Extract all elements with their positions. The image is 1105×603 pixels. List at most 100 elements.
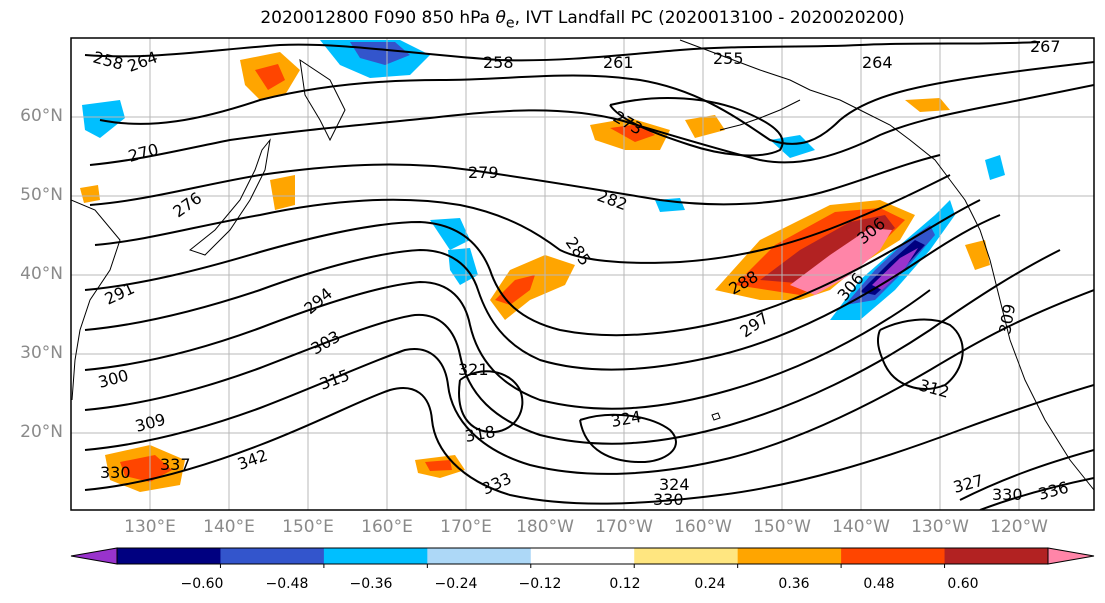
contour-line xyxy=(84,280,931,410)
title-symbol: θ xyxy=(495,8,506,28)
contour-line xyxy=(959,449,1094,501)
lat-label-40n: 40°N xyxy=(20,264,63,284)
colorbar-tick-label: 0.12 xyxy=(609,576,641,592)
negative-anomaly-region xyxy=(872,248,918,290)
contour-label: 255 xyxy=(713,49,744,68)
contour-label: 330 xyxy=(100,463,131,482)
colorbar-tick-label: −0.60 xyxy=(180,576,224,592)
asia-coastline xyxy=(71,199,121,401)
contour-line xyxy=(84,289,1094,475)
contour-label: 264 xyxy=(862,53,893,72)
positive-anomaly-region xyxy=(80,185,100,203)
shading-layer xyxy=(80,40,1005,492)
positive-anomaly-region xyxy=(425,460,452,471)
contour-label: 267 xyxy=(1030,37,1061,56)
lat-label-30n: 30°N xyxy=(20,343,63,363)
colorbar-cell xyxy=(737,548,842,564)
contour-line xyxy=(458,370,524,434)
positive-anomaly-region xyxy=(965,240,990,270)
colorbar-cells xyxy=(117,548,1049,564)
lon-label: 130°W xyxy=(911,517,969,537)
contour-line xyxy=(579,413,677,464)
lon-label: 160°W xyxy=(674,517,732,537)
lon-label: 180°W xyxy=(516,517,574,537)
lon-label: 170°W xyxy=(595,517,653,537)
colorbar-tick-label: −0.36 xyxy=(349,576,393,592)
colorbar-tick-label: −0.24 xyxy=(434,576,478,592)
colorbar-tick-label: 0.48 xyxy=(863,576,895,592)
contour-label: 279 xyxy=(468,163,499,182)
contour-label: 258 xyxy=(483,53,514,72)
lat-label-50n: 50°N xyxy=(20,185,63,205)
colorbar-cell xyxy=(117,548,221,564)
lat-label-60n: 60°N xyxy=(20,106,63,126)
contour-line xyxy=(89,154,941,206)
colorbar-tick-label: 0.24 xyxy=(694,576,726,592)
colorbar-cell xyxy=(530,548,635,564)
colorbar-tick-label: 0.36 xyxy=(778,576,810,592)
positive-anomaly-region xyxy=(270,175,295,210)
map-area xyxy=(71,38,1094,510)
colorbar-cell xyxy=(427,548,532,564)
lon-label: 140°W xyxy=(832,517,890,537)
contour-line xyxy=(84,199,981,337)
theta-e-contours xyxy=(84,41,1094,510)
contour-line xyxy=(94,174,951,264)
kamchatka-coastline xyxy=(299,58,346,142)
positive-anomaly-region xyxy=(120,455,172,482)
lon-label: 150°E xyxy=(282,517,334,537)
lon-label: 140°E xyxy=(203,517,255,537)
colorbar xyxy=(70,547,1095,568)
plot-title: 2020012800 F090 850 hPa θe, IVT Landfall… xyxy=(0,8,1105,31)
hawaii-outline xyxy=(711,412,721,421)
alaska-coastline xyxy=(679,39,951,181)
coastlines xyxy=(71,39,1094,491)
contour-line xyxy=(84,214,1001,371)
contour-line xyxy=(84,384,1094,505)
negative-anomaly-region xyxy=(82,100,125,138)
colorbar-cell xyxy=(220,548,325,564)
contour-line xyxy=(609,97,784,157)
positive-anomaly-region xyxy=(685,115,725,138)
colorbar-cell xyxy=(944,548,1049,564)
colorbar-extend-high xyxy=(1047,547,1095,565)
contour-label: 324 xyxy=(659,475,690,494)
contour-label: 261 xyxy=(603,53,634,72)
positive-anomaly-region xyxy=(790,228,892,295)
colorbar-tick-label: −0.48 xyxy=(265,576,309,592)
lon-label: 120°W xyxy=(990,517,1048,537)
lon-label: 130°E xyxy=(124,517,176,537)
japan-coastline xyxy=(188,138,271,256)
contour-line xyxy=(84,249,1061,445)
negative-anomaly-region xyxy=(430,218,470,250)
contour-line xyxy=(89,84,1094,166)
colorbar-cell xyxy=(634,548,739,564)
colorbar-ticks xyxy=(219,564,946,568)
lat-label-20n: 20°N xyxy=(20,422,63,442)
positive-anomaly-region xyxy=(255,64,285,90)
contour-line xyxy=(979,477,1094,510)
contour-line xyxy=(84,41,1041,62)
colorbar-cell xyxy=(841,548,946,564)
lon-label: 150°W xyxy=(753,517,811,537)
lon-label: 160°E xyxy=(361,517,413,537)
contour-label: 321 xyxy=(458,360,489,379)
contour-label: 330 xyxy=(992,485,1023,504)
lon-label: 170°E xyxy=(440,517,492,537)
negative-anomaly-region xyxy=(985,155,1005,180)
negative-anomaly-region xyxy=(770,135,815,158)
colorbar-cell xyxy=(323,548,428,564)
map-frame xyxy=(70,37,1095,511)
title-subscript: e xyxy=(505,15,515,32)
title-prefix: 2020012800 F090 850 hPa xyxy=(260,8,491,28)
contour-label: 337 xyxy=(160,455,191,474)
contour-line xyxy=(99,61,1094,145)
positive-anomaly-region xyxy=(905,98,950,112)
title-suffix: , IVT Landfall PC (2020013100 - 20200202… xyxy=(514,8,905,28)
contour-label: 330 xyxy=(653,490,684,509)
north-america-coastline xyxy=(949,179,1094,491)
colorbar-tick-label: 0.60 xyxy=(947,576,979,592)
colorbar-extend-low xyxy=(70,547,118,565)
contour-line xyxy=(876,318,964,390)
colorbar-frame xyxy=(116,547,1049,565)
